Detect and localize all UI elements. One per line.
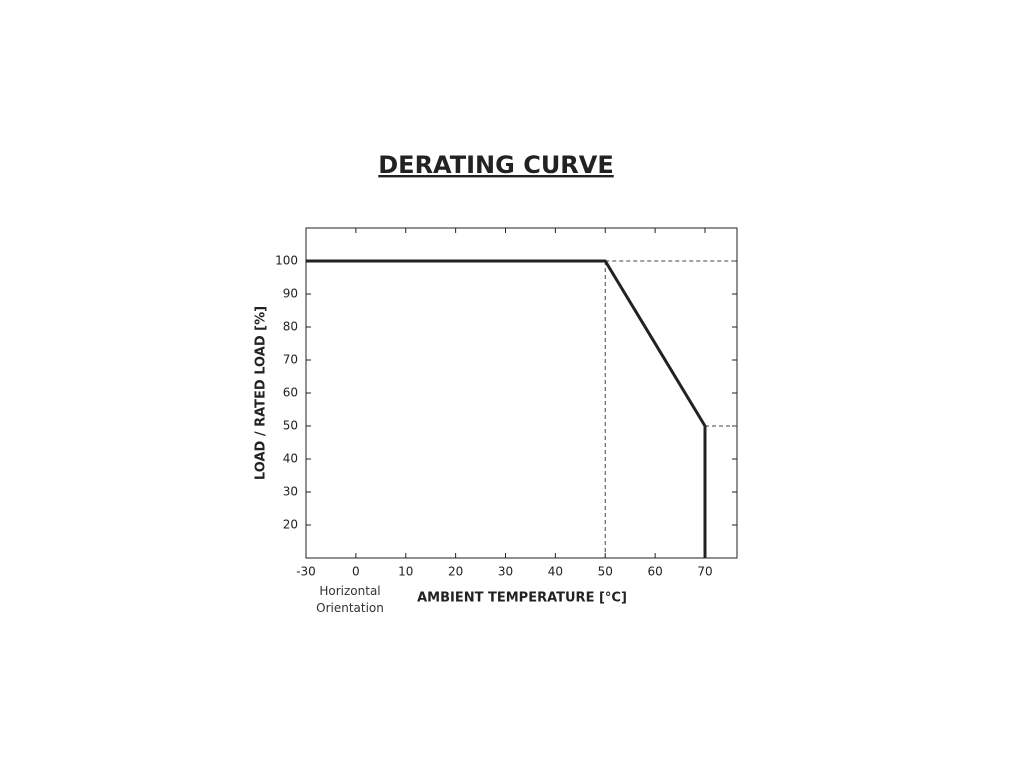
x-tick-label: 20 xyxy=(448,565,463,579)
annotation-box: Horizontal Orientation xyxy=(316,584,384,615)
annotation: Horizontal Orientation xyxy=(316,584,384,615)
x-tick-label: 50 xyxy=(598,565,613,579)
y-tick-label: 100 xyxy=(275,254,298,268)
plot-frame xyxy=(305,227,738,559)
y-tick-label: 50 xyxy=(283,419,298,433)
x-tick-label: 0 xyxy=(352,565,360,579)
y-tick-label: 80 xyxy=(283,320,298,334)
x-tick-label: 40 xyxy=(548,565,563,579)
x-tick-label: -30 xyxy=(296,565,316,579)
data-line xyxy=(306,259,707,558)
y-tick-label: 70 xyxy=(283,353,298,367)
x-tick-label: 30 xyxy=(498,565,513,579)
x-tick-label: 10 xyxy=(398,565,413,579)
y-tick-label: 90 xyxy=(283,287,298,301)
x-axis-label: AMBIENT TEMPERATURE [°C] xyxy=(417,591,627,606)
y-tick-label: 60 xyxy=(283,386,298,400)
y-tick-label: 40 xyxy=(283,452,298,466)
x-tick-label: 70 xyxy=(697,565,712,579)
chart-title: DERATING CURVE xyxy=(378,151,614,179)
y-tick-label: 20 xyxy=(283,518,298,532)
y-tick-label: 30 xyxy=(283,485,298,499)
y-axis-label: LOAD / RATED LOAD [%] xyxy=(254,306,269,480)
x-tick-label: 60 xyxy=(647,565,662,579)
